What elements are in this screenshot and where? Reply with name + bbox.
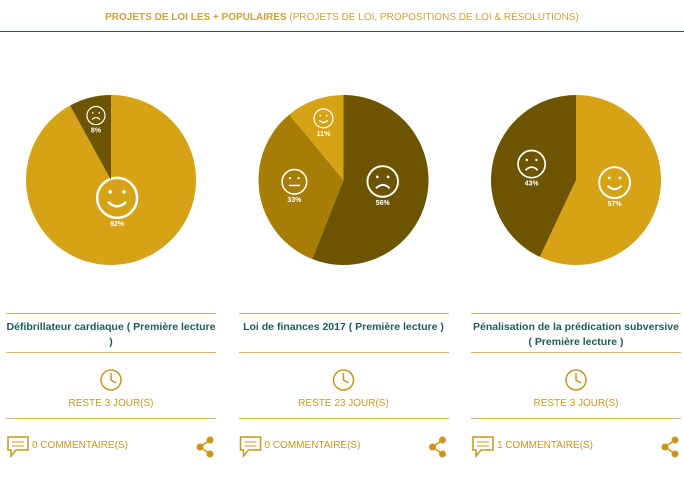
share-icon[interactable] [206, 450, 214, 458]
comment-icon [7, 436, 29, 459]
clock-hands [342, 373, 349, 384]
pie-slice [258, 114, 344, 260]
face-mouth [91, 116, 101, 121]
card-title[interactable]: Défibrillateur cardiaque ( Première lect… [6, 321, 216, 348]
divider [6, 352, 216, 353]
face-eye [319, 114, 322, 117]
remaining-time: RESTE 23 JOUR(S) [298, 398, 389, 409]
face-eye [98, 112, 100, 114]
share-icon[interactable] [661, 443, 669, 451]
share-icon[interactable] [671, 436, 679, 444]
comment-lines [477, 441, 489, 447]
face-eye [376, 175, 379, 179]
pie-value-label: 56% [376, 200, 391, 207]
face-eye [288, 176, 292, 180]
face-eye [325, 114, 328, 117]
face-eye [122, 190, 126, 194]
remaining-time: RESTE 3 JOUR(S) [68, 398, 154, 409]
pie-value-label: 57% [608, 201, 623, 208]
share-icon[interactable] [439, 436, 446, 444]
face [95, 176, 139, 220]
header-subtitle: (PROJETS DE LOI, PROPOSITIONS DE LOI & R… [289, 12, 579, 23]
remaining-time: RESTE 3 JOUR(S) [533, 398, 619, 409]
pie-value-label: 92% [110, 221, 125, 228]
share-icon[interactable] [439, 450, 446, 458]
divider [238, 313, 449, 314]
comment-icon [239, 436, 262, 459]
comment-count[interactable]: 0 COMMENTAIRE(S) [264, 440, 361, 451]
header: PROJETS DE LOI LES + POPULAIRES (PROJETS… [0, 12, 684, 23]
share-icon[interactable] [206, 436, 214, 444]
divider [6, 418, 216, 419]
clock-icon [100, 369, 122, 391]
header-rule [0, 31, 684, 32]
divider [471, 352, 681, 353]
pie-slice [70, 95, 111, 180]
face-eye [618, 176, 622, 180]
face [366, 165, 399, 198]
clock-icon [565, 369, 587, 391]
share-icon[interactable] [196, 443, 204, 451]
face-eye [607, 176, 611, 180]
comment-lines [244, 441, 257, 447]
face [86, 105, 106, 126]
face [517, 149, 547, 179]
face-mouth [375, 183, 391, 190]
share-icon[interactable] [429, 443, 436, 451]
pie-value-label: 33% [287, 197, 302, 204]
face-mouth [107, 200, 127, 208]
pie-slice [312, 95, 429, 265]
pie-value-label: 8% [91, 128, 102, 135]
face-mouth [318, 119, 329, 124]
face-mouth [606, 184, 623, 191]
face [313, 108, 334, 129]
comment-lines [12, 441, 24, 447]
divider [238, 418, 449, 419]
divider [6, 313, 216, 314]
divider [238, 352, 449, 353]
clock-hands [110, 373, 117, 384]
pie-slice [289, 95, 344, 180]
face-eye [92, 112, 94, 114]
face-eye [297, 176, 300, 180]
face-eye [108, 190, 112, 194]
card-title[interactable]: Pénalisation de la prédication subversiv… [473, 321, 679, 348]
face [281, 168, 308, 195]
clock-hands [575, 373, 582, 384]
header-title: PROJETS DE LOI LES + POPULAIRES [105, 12, 287, 23]
face-eye [525, 158, 529, 162]
face-mouth [524, 166, 539, 171]
clock-icon [332, 369, 355, 391]
pie-slice [539, 94, 662, 265]
pie-slice [491, 95, 576, 257]
comment-icon [472, 436, 494, 459]
comment-count[interactable]: 1 COMMENTAIRE(S) [497, 440, 593, 451]
card-title[interactable]: Loi de finances 2017 ( Première lecture … [243, 321, 444, 333]
face-eye [535, 158, 538, 162]
divider [471, 313, 681, 314]
share-icon[interactable] [671, 450, 679, 458]
divider [471, 418, 681, 419]
pie-value-label: 11% [317, 131, 331, 138]
pie-value-label: 43% [525, 181, 540, 188]
face [598, 166, 631, 199]
comment-count[interactable]: 0 COMMENTAIRE(S) [32, 440, 128, 451]
face-eye [386, 175, 390, 179]
